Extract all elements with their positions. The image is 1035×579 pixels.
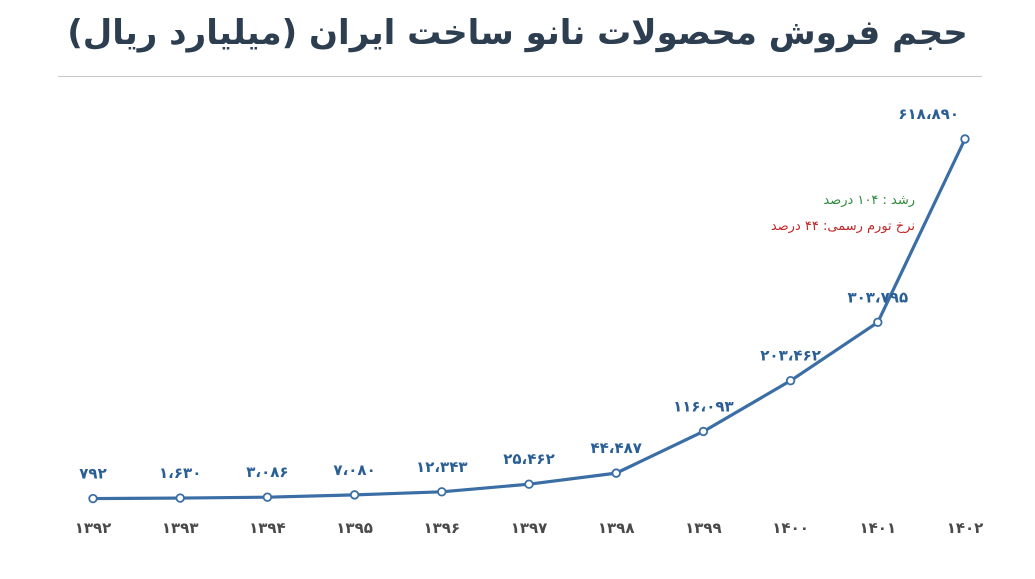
data-label: ۷،۰۸۰	[333, 461, 375, 479]
data-points-layer	[88, 134, 970, 504]
data-point	[175, 493, 185, 503]
x-tick-label: ۱۳۹۳	[162, 519, 199, 537]
x-tick-label: ۱۴۰۲	[947, 519, 984, 537]
data-label: ۳،۰۸۶	[246, 463, 288, 481]
data-label: ۷۹۲	[79, 465, 106, 483]
data-point	[524, 479, 534, 489]
data-point	[873, 317, 883, 327]
data-point	[349, 490, 360, 500]
x-tick-label: ۱۳۹۹	[685, 519, 722, 537]
data-point	[698, 426, 709, 437]
data-point	[437, 487, 447, 497]
x-tick-label: ۱۳۹۲	[75, 519, 112, 537]
title-divider	[58, 76, 982, 77]
x-tick-label: ۱۴۰۰	[772, 519, 809, 537]
data-label: ۱۱۶،۰۹۳	[673, 397, 734, 415]
data-point	[611, 468, 621, 478]
x-axis-tick-labels: ۱۳۹۲ ۱۳۹۳ ۱۳۹۴ ۱۳۹۵ ۱۳۹۶ ۱۳۹۷ ۱۳۹۸ ۱۳۹۹ ۱۴۰۰ ۱۴۰۱…	[75, 519, 984, 537]
data-label: ۱۲،۳۴۳	[416, 458, 467, 476]
data-point	[88, 493, 98, 504]
data-label: ۶۱۸،۸۹۰	[898, 105, 959, 123]
x-tick-label: ۱۴۰۱	[859, 519, 896, 537]
data-labels-layer: ۷۹۲ ۱،۶۳۰ ۳،۰۸۶ ۷،۰۸۰ ۱۲،۳۴۳ ۲۵،۴۶۲ ۴۴،۴۸۷ ۱۱۶،…	[79, 105, 959, 483]
x-tick-label: ۱۳۹۸	[598, 519, 635, 537]
x-tick-label: ۱۳۹۴	[249, 519, 286, 537]
data-label: ۲۵،۴۶۲	[503, 450, 554, 468]
data-point	[960, 134, 970, 144]
data-point	[785, 375, 796, 386]
inflation-annotation: نرخ تورم رسمی: ۴۴ درصد	[770, 219, 915, 234]
x-tick-label: ۱۳۹۶	[423, 519, 460, 537]
data-label: ۱،۶۳۰	[159, 464, 201, 482]
data-label: ۲۰۳،۴۶۲	[760, 347, 821, 365]
x-tick-label: ۱۳۹۵	[336, 519, 373, 537]
x-tick-label: ۱۳۹۷	[511, 519, 548, 537]
data-label: ۳۰۳،۷۹۵	[847, 288, 908, 306]
growth-annotation: رشد : ۱۰۴ درصد	[823, 193, 915, 208]
data-label: ۴۴،۴۸۷	[590, 439, 641, 457]
chart-title: حجم فروش محصولات نانو ساخت ایران (میلیار…	[67, 13, 968, 53]
data-point	[262, 492, 273, 502]
